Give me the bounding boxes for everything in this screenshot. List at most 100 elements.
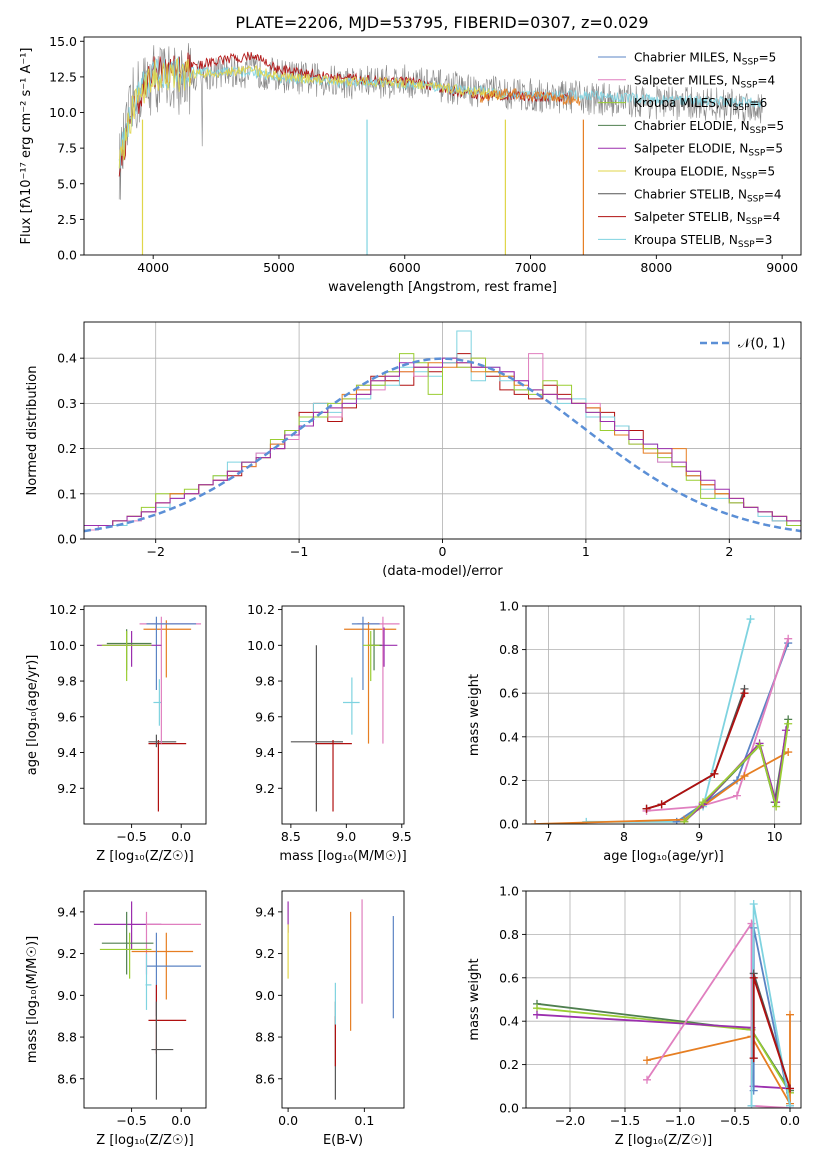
legend-subscript: SSP bbox=[746, 217, 763, 227]
y-tick-label: 0.0 bbox=[57, 532, 77, 547]
x-tick-label: 8.5 bbox=[281, 829, 301, 844]
legend-label: Salpeter ELODIE, NSSP=5 bbox=[634, 142, 783, 159]
weight-line-2 bbox=[646, 638, 790, 812]
panel-mass_vs_Z: −0.5 0.0 8.6 8.8 9.0 9.2 9.4 Z [log₁₀(Z/Z☉)] mas… bbox=[25, 890, 207, 1148]
spectrum-line-1 bbox=[118, 51, 568, 177]
plot-area bbox=[531, 615, 793, 824]
x-axis-label: Z [log₁₀(Z/Z☉)] bbox=[615, 1133, 712, 1148]
x-tick-label: 7000 bbox=[515, 260, 547, 275]
y-tick-label: 8.8 bbox=[255, 1030, 275, 1045]
y-tick-label: 0.0 bbox=[499, 1101, 519, 1116]
y-tick-label: 9.2 bbox=[255, 781, 275, 796]
weight-line-4 bbox=[646, 920, 791, 1108]
weight-marker bbox=[749, 973, 758, 982]
weight-marker bbox=[786, 1101, 794, 1108]
x-tick-label: −1.5 bbox=[610, 1113, 640, 1128]
x-tick-label: 0.0 bbox=[171, 829, 191, 844]
y-tick-label: 9.4 bbox=[57, 745, 77, 760]
legend-label: 𝒩(0, 1) bbox=[738, 337, 785, 352]
legend-label: Chabrier ELODIE, NSSP=5 bbox=[634, 119, 784, 136]
weight-marker bbox=[746, 615, 755, 624]
spectrum-line-3 bbox=[118, 57, 505, 169]
weight-line-8 bbox=[646, 692, 746, 810]
y-tick-label: 0.4 bbox=[499, 1014, 519, 1029]
weight-marker bbox=[699, 798, 708, 807]
weight-marker bbox=[740, 772, 749, 781]
legend-label: Kroupa STELIB, NSSP=3 bbox=[634, 233, 772, 250]
weight-marker bbox=[784, 634, 793, 643]
axes-frame bbox=[83, 36, 802, 256]
y-tick-label: 9.6 bbox=[57, 709, 77, 724]
weight-marker bbox=[643, 1056, 651, 1065]
y-tick-label: 10.2 bbox=[49, 602, 77, 617]
axes-frame bbox=[281, 890, 405, 1109]
x-axis-label: (data-model)/error bbox=[382, 564, 503, 579]
plot-area bbox=[118, 43, 763, 255]
legend-subscript: SSP bbox=[741, 172, 758, 182]
weight-marker bbox=[643, 1075, 651, 1084]
y-tick-label: 0.2 bbox=[499, 1057, 519, 1072]
weight-marker bbox=[642, 804, 651, 813]
legend-subscript: SSP bbox=[750, 126, 767, 136]
y-axis-label: Flux [fλ10⁻¹⁷ erg cm⁻² s⁻¹ A⁻¹] bbox=[19, 48, 34, 245]
x-tick-label: 10 bbox=[767, 829, 783, 844]
weight-marker bbox=[732, 791, 741, 800]
y-tick-label: 9.2 bbox=[57, 946, 77, 961]
panel-age_vs_mass: 8.5 9.0 9.5 9.2 9.4 9.6 9.8 10.0 10.2 mass [log₁₀… bbox=[247, 602, 412, 864]
x-axis-label: E(B-V) bbox=[323, 1133, 363, 1148]
legend-count: =5 bbox=[759, 51, 777, 65]
legend-count: =5 bbox=[765, 142, 783, 156]
y-tick-label: 10.0 bbox=[49, 105, 77, 120]
weight-marker bbox=[740, 689, 749, 698]
panel-spectrum: 4000 5000 6000 7000 8000 9000 0.0 2.5 5.0 7.5 10.0… bbox=[19, 34, 802, 295]
y-tick-label: 9.4 bbox=[57, 904, 77, 919]
y-tick-label: 1.0 bbox=[499, 599, 519, 614]
y-axis-label: mass weight bbox=[467, 958, 482, 1040]
y-tick-label: 0.4 bbox=[499, 729, 519, 744]
y-axis-label: mass weight bbox=[467, 674, 482, 756]
legend-count: =4 bbox=[764, 187, 782, 201]
x-tick-label: 5000 bbox=[263, 260, 295, 275]
y-tick-label: 9.2 bbox=[57, 781, 77, 796]
axes-frame bbox=[83, 890, 207, 1109]
histogram-5 bbox=[84, 357, 801, 539]
x-tick-label: 2 bbox=[725, 544, 733, 559]
legend-label: Salpeter STELIB, NSSP=4 bbox=[634, 210, 780, 227]
x-tick-label: −2.0 bbox=[555, 1113, 585, 1128]
panel-mass_vs_ebv: 0.0 0.1 8.6 8.8 9.0 9.2 9.4 E(B-V) bbox=[255, 890, 405, 1148]
x-tick-label: 9000 bbox=[766, 260, 798, 275]
weight-marker bbox=[749, 900, 758, 909]
x-tick-label: 1 bbox=[582, 544, 590, 559]
plot-area bbox=[533, 900, 794, 1108]
weight-line-3 bbox=[646, 1014, 791, 1108]
legend: Chabrier MILES, NSSP=5 Salpeter MILES, NS… bbox=[598, 51, 784, 250]
y-tick-label: 1.0 bbox=[499, 884, 519, 899]
x-tick-label: −0.5 bbox=[116, 1113, 146, 1128]
axes-frame bbox=[525, 605, 802, 825]
x-axis-label: Z [log₁₀(Z/Z☉)] bbox=[96, 849, 193, 864]
weight-marker bbox=[786, 1010, 794, 1019]
legend-count: =5 bbox=[766, 119, 784, 133]
legend-subscript: SSP bbox=[741, 80, 758, 90]
x-axis-label: age [log₁₀(age/yr)] bbox=[603, 849, 724, 864]
axes-frame bbox=[281, 605, 405, 825]
y-tick-label: 8.8 bbox=[57, 1030, 77, 1045]
y-tick-label: 9.4 bbox=[255, 745, 275, 760]
legend-count: =4 bbox=[763, 210, 781, 224]
weight-marker bbox=[747, 1101, 756, 1108]
y-axis-label: age [log₁₀(age/yr)] bbox=[25, 655, 40, 776]
axes-frame bbox=[525, 890, 802, 1109]
y-tick-label: 9.8 bbox=[57, 674, 77, 689]
chart-panels: 4000 5000 6000 7000 8000 90000.02.55.07.510.0… bbox=[19, 34, 802, 1148]
panel-age_vs_Z: −0.5 0.0 9.2 9.4 9.6 9.8 10.0 10.2 Z [log₁₀(Z/Z☉… bbox=[25, 602, 207, 864]
panel-residuals: −2 −1 0 1 2 0.0 0.1 0.2 0.3 0.4 (data-model)/error… bbox=[25, 321, 802, 579]
legend-count: =4 bbox=[757, 73, 775, 87]
y-tick-label: 10.0 bbox=[49, 638, 77, 653]
y-axis-label: Normed distribution bbox=[25, 366, 40, 496]
x-tick-label: 0.0 bbox=[780, 1113, 800, 1128]
x-tick-label: 4000 bbox=[137, 260, 169, 275]
x-tick-label: 0.1 bbox=[354, 1113, 374, 1128]
x-tick-label: 0 bbox=[439, 544, 447, 559]
weight-marker bbox=[784, 719, 793, 728]
